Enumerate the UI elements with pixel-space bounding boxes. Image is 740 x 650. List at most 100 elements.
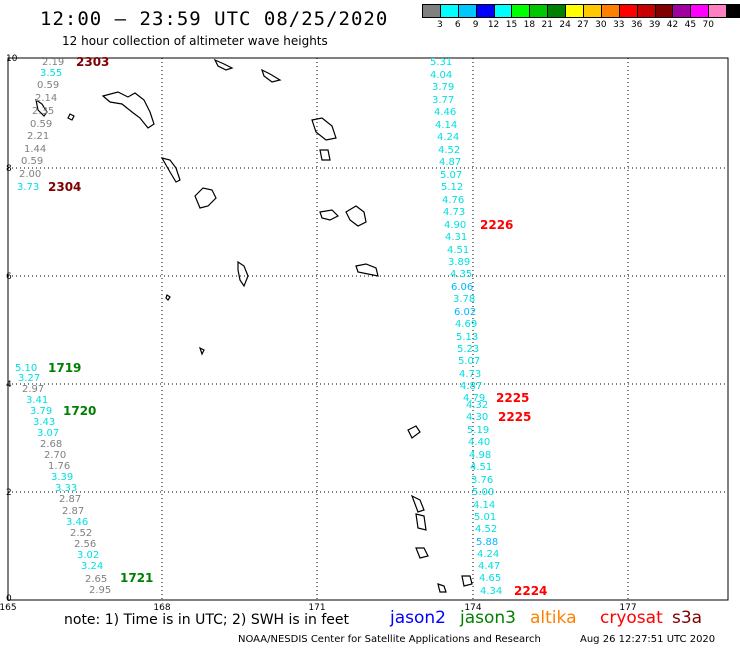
wave-height-label: 2.70 — [44, 450, 66, 461]
scale-cell: 9 — [473, 4, 494, 32]
wave-height-label: 4.51 — [470, 462, 492, 473]
wave-height-label: 0.59 — [37, 80, 59, 91]
wave-height-label: 2.87 — [62, 506, 84, 517]
wave-height-label: 6.06 — [451, 282, 473, 293]
scale-swatch — [726, 4, 740, 18]
wave-height-label: 2.35 — [32, 106, 54, 117]
wave-height-label: 5.13 — [456, 332, 478, 343]
pass-time-label: 2304 — [48, 180, 81, 194]
wave-height-label: 4.14 — [473, 500, 495, 511]
scale-swatch — [618, 4, 637, 18]
wave-height-label: 4.35 — [450, 269, 472, 280]
scale-label: 18 — [523, 20, 536, 30]
wave-height-label: 4.90 — [444, 220, 466, 231]
scale-label: 6 — [454, 20, 461, 30]
scale-label: 42 — [666, 20, 679, 30]
wave-height-label: 2.52 — [70, 528, 92, 539]
scale-cell: 12 — [488, 4, 512, 32]
y-tick-label: 0 — [6, 594, 12, 604]
scale-swatch — [493, 4, 512, 18]
island — [35, 98, 48, 117]
scale-swatch — [439, 4, 458, 18]
wave-height-label: 3.39 — [51, 472, 73, 483]
scale-cell: 30 — [595, 4, 619, 32]
wave-height-values: 2.193.550.592.142.350.592.211.440.592.00… — [15, 57, 502, 597]
wave-height-label: 2.14 — [35, 93, 57, 104]
x-tick-label: 177 — [619, 603, 636, 613]
wave-height-label: 4.73 — [459, 369, 481, 380]
wave-height-label: 4.04 — [430, 70, 452, 81]
legend-altika: altika — [530, 608, 577, 628]
wave-height-label: 4.98 — [469, 450, 491, 461]
legend-jason3: jason3 — [460, 608, 516, 628]
wave-height-label: 4.76 — [442, 195, 464, 206]
island — [410, 494, 425, 513]
wave-height-label: 2.19 — [42, 57, 64, 68]
pass-time-labels: 2303 2304 1719 1720 1721 2226 2225 2225 2224 — [48, 55, 547, 598]
wave-height-label: 3.79 — [432, 82, 454, 93]
wave-height-label: 4.52 — [475, 524, 497, 535]
scale-cell: 27 — [577, 4, 601, 32]
wave-height-label: 6.02 — [454, 307, 476, 318]
y-tick-label: 4 — [6, 380, 12, 390]
scale-cell — [422, 4, 440, 32]
scale-swatch — [708, 4, 727, 18]
x-tick-label: 171 — [308, 603, 325, 613]
pass-time-label: 2225 — [496, 391, 529, 405]
x-tick-label: 174 — [464, 603, 481, 613]
island — [237, 260, 249, 288]
y-axis-ticks: 0 2 4 6 8 10 — [6, 54, 18, 604]
island — [407, 425, 421, 439]
wave-height-label: 4.46 — [434, 107, 456, 118]
wave-height-label: 3.89 — [448, 257, 470, 268]
scale-swatch — [529, 4, 548, 18]
wave-height-label: 4.32 — [466, 400, 488, 411]
scale-swatch — [565, 4, 584, 18]
wave-height-label: 4.24 — [477, 549, 499, 560]
scale-swatch — [654, 4, 673, 18]
legend-jason2: jason2 — [390, 608, 446, 628]
wave-height-label: 3.78 — [453, 294, 475, 305]
scale-swatch — [583, 4, 601, 18]
wave-height-label: 4.40 — [468, 437, 490, 448]
wave-height-label: 3.07 — [37, 428, 59, 439]
x-axis-ticks: 165 168 171 174 177 — [0, 603, 637, 613]
pass-time-label: 1720 — [63, 404, 96, 418]
generated-timestamp: Aug 26 12:27:51 UTC 2020 — [580, 634, 716, 645]
wave-height-label: 4.14 — [435, 120, 457, 131]
scale-label: 24 — [559, 20, 571, 30]
island — [437, 583, 447, 593]
wave-height-label: 4.79 — [463, 393, 485, 404]
legend-s3a: s3a — [672, 608, 703, 628]
pass-time-label: 2303 — [76, 55, 109, 69]
scale-cell: 36 — [631, 4, 655, 32]
wave-height-label: 5.07 — [440, 170, 462, 181]
scale-cell: 18 — [524, 4, 548, 32]
pass-time-label: 1721 — [120, 571, 153, 585]
scale-swatch — [690, 4, 709, 18]
island — [319, 149, 331, 161]
scale-label: 12 — [487, 20, 500, 30]
scale-cell: 39 — [649, 4, 673, 32]
islands — [35, 58, 473, 593]
wave-height-label: 0.59 — [30, 119, 52, 130]
wave-height-label: 5.12 — [441, 182, 463, 193]
wave-height-label: 4.65 — [479, 573, 501, 584]
pass-time-label: 2225 — [498, 410, 531, 424]
scale-cell: 24 — [559, 4, 584, 32]
wave-height-label: 4.34 — [480, 586, 502, 597]
wave-height-label: 3.73 — [17, 182, 39, 193]
wave-height-label: 3.76 — [471, 475, 493, 486]
y-tick-label: 6 — [6, 272, 12, 282]
x-tick-label: 168 — [153, 603, 170, 613]
wave-height-label: 2.21 — [27, 131, 49, 142]
pass-time-label: 2224 — [514, 584, 547, 598]
wave-height-label: 3.43 — [33, 417, 55, 428]
wave-height-label: 5.19 — [467, 425, 489, 436]
wave-height-label: 5.88 — [476, 537, 498, 548]
island — [213, 58, 234, 71]
wave-height-label: 2.87 — [59, 494, 81, 505]
scale-label: 36 — [630, 20, 643, 30]
